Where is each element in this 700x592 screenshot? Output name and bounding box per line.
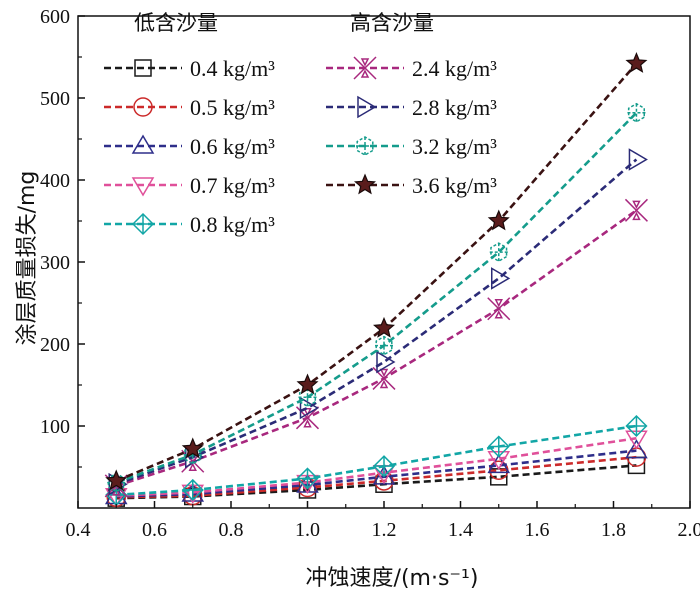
series-line — [115, 158, 638, 486]
legend-item: 2.8 kg/m³ — [326, 95, 497, 120]
y-axis-label: 涂层质量损失/mg — [15, 171, 40, 346]
plot-area — [104, 51, 648, 508]
data-point — [627, 102, 646, 123]
legend-marker — [131, 134, 155, 154]
series-line — [115, 62, 638, 483]
legend-marker — [131, 177, 155, 197]
x-tick-label: 0.4 — [66, 519, 91, 541]
legend-item: 0.7 kg/m³ — [104, 173, 275, 198]
series-7 — [108, 148, 648, 496]
legend-marker — [131, 212, 155, 236]
legend-label: 0.8 kg/m³ — [190, 212, 275, 237]
data-point — [628, 148, 648, 171]
y-tick-label: 600 — [40, 6, 70, 28]
data-point — [489, 242, 508, 263]
data-point — [625, 414, 648, 438]
data-point — [625, 51, 648, 73]
x-tick-label: 1.4 — [448, 519, 473, 541]
data-point — [299, 396, 319, 420]
series-line — [116, 424, 637, 497]
legend-label: 0.7 kg/m³ — [190, 173, 275, 198]
legend-group-title: 低含沙量 — [134, 11, 218, 35]
data-point — [627, 456, 646, 475]
legend-marker — [133, 97, 153, 117]
y-tick-label: 100 — [40, 416, 70, 438]
series-line — [115, 111, 638, 484]
data-point — [487, 209, 510, 231]
data-point — [487, 297, 511, 321]
y-tick-label: 400 — [40, 170, 70, 192]
data-point — [375, 335, 393, 356]
legend-label: 0.6 kg/m³ — [190, 134, 275, 159]
data-point — [296, 467, 319, 490]
series-9 — [105, 51, 648, 491]
x-tick-label: 0.8 — [219, 519, 244, 541]
y-tick-label: 500 — [40, 88, 70, 110]
legend-item: 3.2 kg/m³ — [326, 134, 497, 159]
legend-label: 0.4 kg/m³ — [190, 56, 275, 81]
data-point — [181, 437, 204, 459]
legend-marker — [353, 56, 377, 80]
data-point — [373, 316, 395, 338]
series-line — [115, 209, 638, 488]
legend-label: 3.2 kg/m³ — [412, 134, 497, 159]
plot-frame — [77, 15, 691, 509]
data-point — [624, 198, 648, 222]
x-tick-label: 1.2 — [372, 519, 397, 541]
series-8 — [107, 102, 646, 493]
data-point — [487, 435, 510, 458]
x-tick-label: 2.0 — [678, 519, 700, 541]
axes: 0.4 0.6 0.8 1.0 1.2 1.4 1.6 1.8 2.0 100 200 300 400 5… — [40, 6, 700, 541]
legend-item: 0.6 kg/m³ — [104, 134, 275, 159]
data-point — [296, 373, 319, 395]
x-tick-label: 1.0 — [295, 519, 320, 541]
legend-item: 0.5 kg/m³ — [104, 95, 275, 120]
y-tick-label: 200 — [40, 334, 70, 356]
legend-label: 2.4 kg/m³ — [412, 56, 497, 81]
legend-marker — [134, 59, 152, 77]
legend-group-title: 高含沙量 — [350, 11, 434, 35]
x-tick-label: 0.6 — [142, 519, 167, 541]
x-tick-label: 1.8 — [601, 519, 626, 541]
data-point — [625, 439, 648, 459]
legend-marker — [357, 95, 377, 119]
data-point — [376, 350, 396, 374]
series-line — [116, 437, 637, 497]
legend-item: 3.6 kg/m³ — [326, 173, 497, 198]
data-point — [105, 469, 128, 491]
data-point — [181, 478, 204, 502]
x-tick-label: 1.6 — [525, 519, 550, 541]
legend-item: 2.4 kg/m³ — [326, 56, 497, 81]
data-point — [298, 387, 317, 408]
legend-marker — [354, 173, 376, 195]
legend-label: 3.6 kg/m³ — [412, 173, 497, 198]
legend: 低含沙量 高含沙量 0.4 kg/m³ 0.5 kg/m³ 0.6 kg/m³ 0.7 k… — [104, 11, 497, 237]
data-point — [491, 267, 511, 290]
x-axis-label: 冲蚀速度/(m·s⁻¹) — [306, 566, 479, 591]
legend-item: 0.8 kg/m³ — [104, 212, 275, 237]
legend-label: 0.5 kg/m³ — [190, 95, 275, 120]
data-point — [372, 455, 396, 478]
y-tick-label: 300 — [40, 252, 70, 274]
legend-item: 0.4 kg/m³ — [104, 56, 275, 81]
legend-label: 2.8 kg/m³ — [412, 95, 497, 120]
legend-marker — [356, 136, 374, 156]
data-point — [487, 453, 511, 474]
